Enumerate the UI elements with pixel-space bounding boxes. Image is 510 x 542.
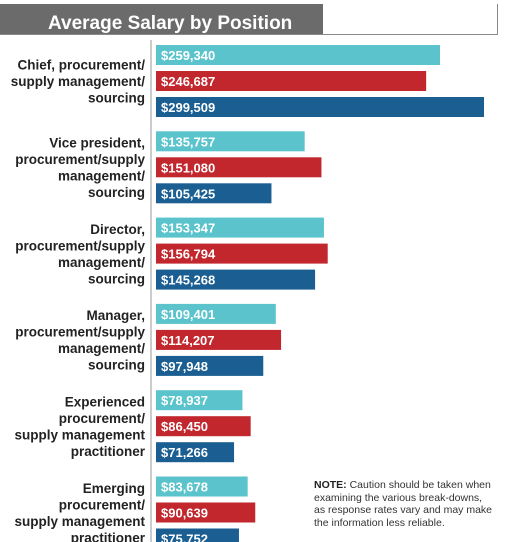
category-label: sourcing bbox=[88, 185, 145, 200]
category-label: management/ bbox=[58, 341, 145, 356]
bar-value-label: $83,678 bbox=[161, 480, 208, 495]
bar bbox=[156, 303, 276, 324]
bar-value-label: $86,450 bbox=[161, 419, 208, 434]
bar bbox=[156, 45, 441, 65]
chart-title: Average Salary by Position bbox=[48, 13, 293, 34]
category-label: procurement/supply bbox=[15, 152, 145, 167]
bar bbox=[156, 416, 251, 437]
bar bbox=[156, 528, 239, 542]
category-label: Manager, bbox=[86, 308, 145, 323]
category-label: Chief, procurement/ bbox=[17, 58, 145, 73]
category-label: management/ bbox=[58, 169, 145, 184]
bar bbox=[156, 97, 484, 117]
bar-value-label: $153,347 bbox=[161, 221, 215, 236]
title-underline bbox=[0, 34, 498, 35]
category-label: practitioner bbox=[71, 530, 146, 542]
category-label: supply management/ bbox=[11, 74, 146, 89]
category-label: procurement/ bbox=[59, 497, 146, 512]
bar bbox=[156, 71, 427, 91]
category-label: sourcing bbox=[88, 271, 145, 286]
category-label: Director, bbox=[90, 222, 145, 237]
bar-value-label: $246,687 bbox=[161, 74, 215, 89]
category-label: Experienced bbox=[65, 394, 145, 409]
bar bbox=[156, 355, 264, 376]
category-label: procurement/supply bbox=[15, 325, 145, 340]
bar-value-label: $105,425 bbox=[161, 186, 215, 201]
chart-title-bar: Average Salary by Position bbox=[0, 4, 323, 35]
category-label: management/ bbox=[58, 255, 145, 270]
bar bbox=[156, 217, 324, 238]
category-label: supply management bbox=[14, 514, 145, 529]
category-label: procurement/supply bbox=[15, 238, 145, 253]
note: NOTE: Caution should be taken when exami… bbox=[314, 479, 494, 529]
category-label: sourcing bbox=[88, 91, 145, 106]
bar bbox=[156, 243, 328, 264]
bar bbox=[156, 502, 256, 523]
bar-value-label: $151,080 bbox=[161, 160, 215, 175]
bar-value-label: $109,401 bbox=[161, 307, 215, 322]
bar-value-label: $145,268 bbox=[161, 273, 215, 288]
bar-value-label: $156,794 bbox=[161, 247, 216, 262]
category-label: supply management bbox=[14, 427, 145, 442]
bar-value-label: $75,752 bbox=[161, 532, 208, 542]
bar-value-label: $78,937 bbox=[161, 393, 208, 408]
bar bbox=[156, 269, 316, 290]
bar bbox=[156, 329, 282, 350]
category-label: Vice president, bbox=[49, 136, 145, 151]
bar-value-label: $90,639 bbox=[161, 506, 208, 521]
bar-value-label: $259,340 bbox=[161, 48, 215, 63]
bar bbox=[156, 442, 235, 463]
bar-value-label: $299,509 bbox=[161, 100, 215, 115]
note-text: Caution should be taken when examining t… bbox=[314, 479, 492, 529]
bar-value-label: $71,266 bbox=[161, 445, 208, 460]
bar-value-label: $135,757 bbox=[161, 134, 215, 149]
bar bbox=[156, 131, 305, 152]
category-label: procurement/ bbox=[59, 411, 146, 426]
bar-value-label: $114,207 bbox=[161, 333, 215, 348]
bar bbox=[156, 476, 248, 497]
category-label: sourcing bbox=[88, 358, 145, 373]
note-label: NOTE: bbox=[314, 479, 347, 491]
bar bbox=[156, 157, 322, 178]
title-right-rule bbox=[497, 4, 498, 35]
bar bbox=[156, 183, 272, 204]
bar bbox=[156, 390, 243, 411]
category-label: Emerging bbox=[83, 481, 145, 496]
bar-value-label: $97,948 bbox=[161, 359, 208, 374]
category-label: practitioner bbox=[71, 444, 146, 459]
